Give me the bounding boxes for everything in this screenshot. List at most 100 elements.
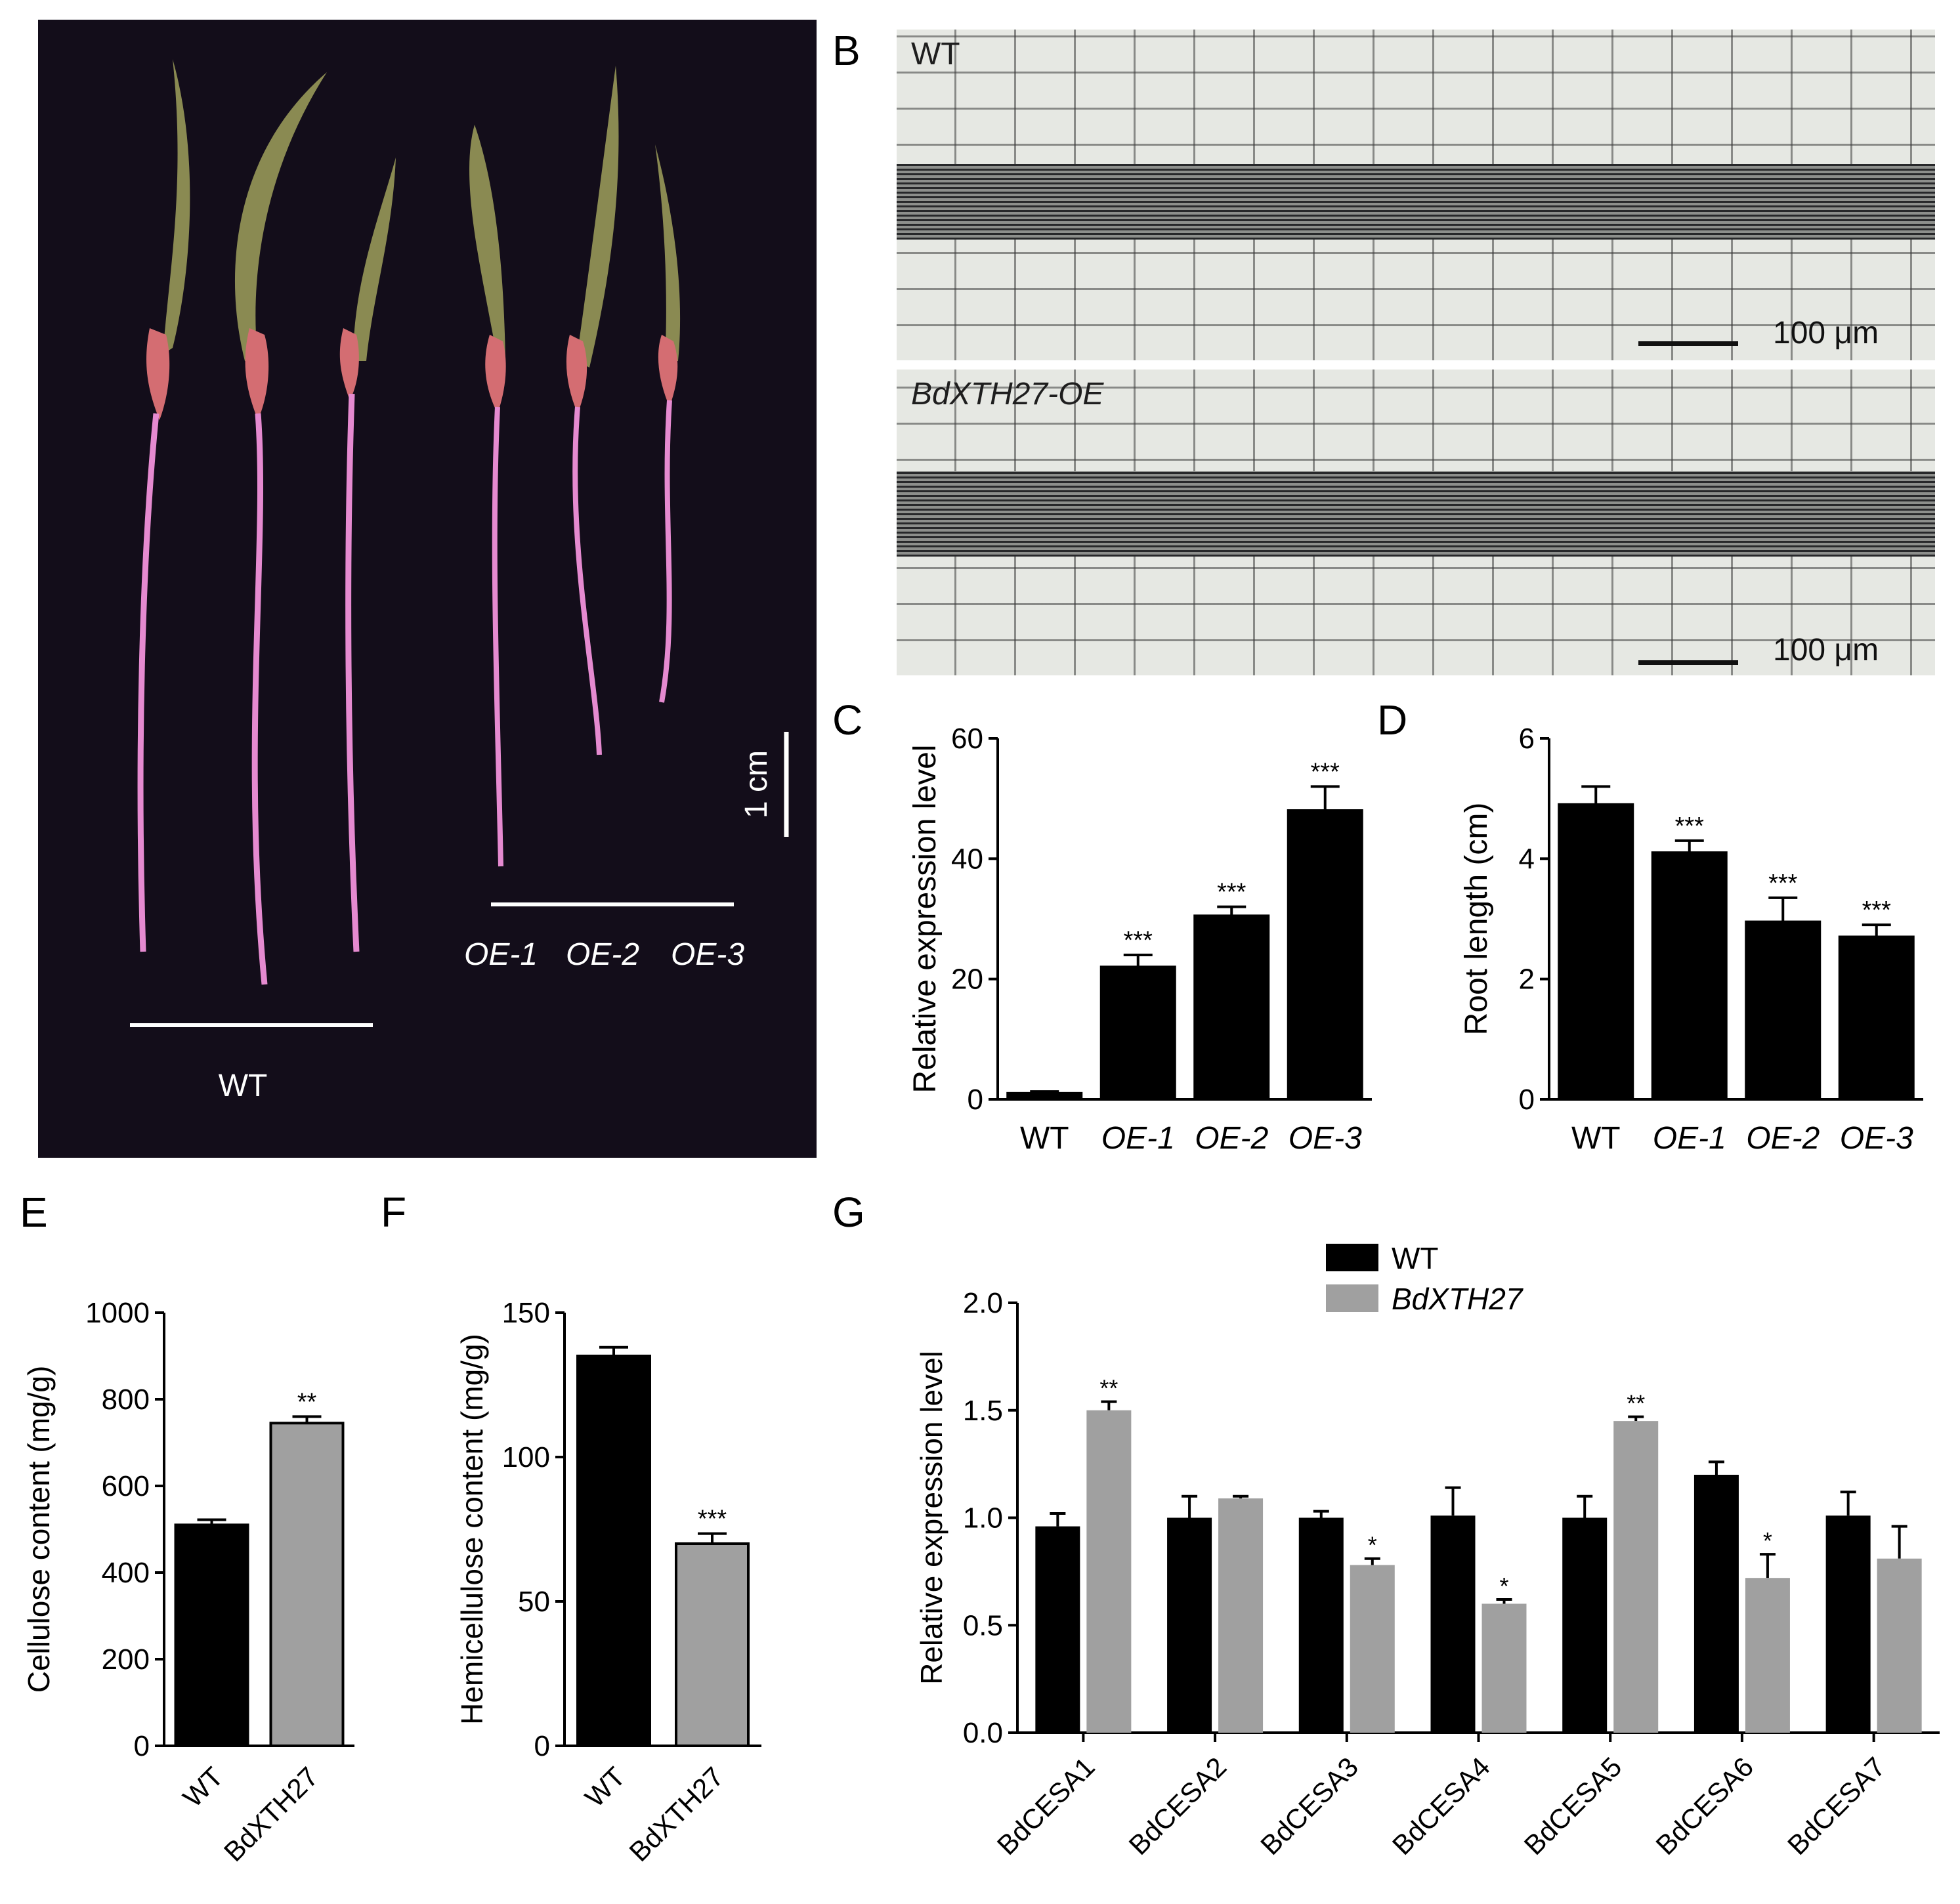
seedling-wt-1 <box>137 59 190 952</box>
x-tick-label: OE-3 <box>1840 1121 1913 1156</box>
y-tick-label: 2 <box>1519 963 1535 996</box>
chart-e-cellulose: 0 200 400 600 800 1000 Cellulose content (mg/g… <box>22 1297 354 1867</box>
oe2-label: OE-2 <box>566 937 639 972</box>
bar-oe-2 <box>1745 920 1822 1101</box>
y-tick-label: 1000 <box>85 1297 150 1329</box>
bar-bdxth27-bdcesa2 <box>1218 1498 1264 1733</box>
bar-wt <box>1558 803 1634 1101</box>
scale-label-100um: 100 μm <box>1773 316 1879 350</box>
y-tick-label: 50 <box>518 1586 550 1618</box>
bar-wt-bdcesa6 <box>1694 1475 1739 1733</box>
significance-marker: *** <box>1124 927 1153 954</box>
bar-oe-2 <box>1193 914 1270 1101</box>
bar-wt-bdcesa3 <box>1298 1517 1344 1733</box>
panel-label-f: F <box>381 1189 407 1236</box>
x-tick-label: WT <box>579 1761 631 1813</box>
y-tick-label: 60 <box>951 723 983 755</box>
x-tick-label: BdCESA5 <box>1518 1751 1628 1861</box>
bar-oe-1 <box>1651 851 1728 1101</box>
chart-f-hemicellulose: 0 50 100 150 Hemicellulose content (mg/g) WT *… <box>455 1297 761 1867</box>
y-tick-label: 600 <box>102 1470 150 1502</box>
significance-marker: ** <box>297 1388 317 1416</box>
y-tick-label: 0.5 <box>963 1609 1003 1641</box>
bar-bdxth27-bdcesa7 <box>1877 1558 1922 1733</box>
scale-bar-100um <box>1638 660 1738 665</box>
y-tick-label: 2.0 <box>963 1287 1003 1319</box>
bar-oe-1 <box>1099 965 1176 1101</box>
panel-label-b: B <box>832 27 861 74</box>
bar-bdxth27-bdcesa3 <box>1350 1565 1395 1733</box>
bar-bdxth27-bdcesa5 <box>1613 1421 1659 1733</box>
bar-wt-bdcesa2 <box>1167 1517 1212 1733</box>
micrograph-wt: WT 100 μm <box>897 30 1935 360</box>
y-axis-label: Cellulose content (mg/g) <box>22 1366 56 1693</box>
x-tick-label: BdCESA2 <box>1122 1751 1232 1861</box>
y-tick-label: 150 <box>502 1297 550 1329</box>
x-tick-label: BdXTH27 <box>218 1761 324 1867</box>
significance-marker: *** <box>698 1506 727 1533</box>
bar-bdxth27 <box>269 1422 345 1748</box>
seedling-wt-2 <box>234 72 327 985</box>
bar-bdxth27-bdcesa1 <box>1086 1410 1132 1733</box>
x-tick-label: BdXTH27 <box>623 1761 729 1867</box>
scale-label-100um: 100 μm <box>1773 633 1879 667</box>
x-tick-label: BdCESA1 <box>991 1751 1101 1861</box>
significance-marker: *** <box>1768 870 1798 897</box>
significance-marker: * <box>1499 1573 1508 1599</box>
significance-marker: * <box>1368 1532 1377 1559</box>
legend-label: BdXTH27 <box>1392 1282 1523 1316</box>
bar-oe-3 <box>1838 935 1915 1101</box>
bar-wt <box>174 1523 249 1747</box>
significance-marker: *** <box>1675 813 1705 840</box>
x-tick-label: BdCESA3 <box>1254 1751 1364 1861</box>
micrograph-wt-label: WT <box>911 37 960 72</box>
bar-bdxth27-bdcesa4 <box>1481 1603 1527 1733</box>
x-tick-label: WT <box>1020 1121 1069 1156</box>
y-axis-label: Relative expression level <box>908 745 943 1093</box>
significance-marker: ** <box>1627 1390 1645 1417</box>
legend-swatch-wt <box>1326 1244 1378 1271</box>
seedling-photo: 1 cm OE-1 OE-2 OE-3 WT <box>38 20 817 1158</box>
bar-wt-bdcesa5 <box>1562 1517 1608 1733</box>
wt-group-label: WT <box>219 1068 268 1103</box>
y-tick-label: 0 <box>534 1730 550 1762</box>
x-tick-label: OE-1 <box>1653 1121 1726 1156</box>
bar-bdxth27-bdcesa6 <box>1745 1578 1790 1733</box>
y-tick-label: 1.0 <box>963 1502 1003 1534</box>
y-tick-label: 1.5 <box>963 1395 1003 1427</box>
y-axis-label: Relative expression level <box>914 1351 948 1685</box>
x-tick-label: BdCESA7 <box>1781 1751 1891 1861</box>
y-tick-label: 6 <box>1519 723 1535 755</box>
bar-wt-bdcesa7 <box>1825 1515 1871 1733</box>
x-tick-label: BdCESA6 <box>1650 1751 1759 1861</box>
y-axis-label: Hemicellulose content (mg/g) <box>455 1334 489 1725</box>
micrograph-oe-label: BdXTH27-OE <box>911 377 1104 412</box>
seedling-oe-1 <box>469 125 506 867</box>
y-tick-label: 800 <box>102 1384 150 1416</box>
bar-wt-bdcesa1 <box>1035 1526 1080 1733</box>
panel-label-c: C <box>832 696 863 744</box>
x-tick-label: OE-2 <box>1195 1121 1268 1156</box>
significance-marker: ** <box>1099 1375 1118 1402</box>
x-tick-label: OE-3 <box>1289 1121 1362 1156</box>
oe3-label: OE-3 <box>671 937 744 972</box>
y-tick-label: 100 <box>502 1441 550 1473</box>
scale-bar-100um <box>1638 341 1738 346</box>
y-tick-label: 0.0 <box>963 1717 1003 1749</box>
legend-swatch-bdxth27 <box>1326 1284 1378 1312</box>
vascular-band <box>897 471 1935 557</box>
y-tick-label: 0 <box>1519 1084 1535 1116</box>
seedling-drawing: 1 cm OE-1 OE-2 OE-3 WT <box>130 59 789 1103</box>
bar-wt <box>1006 1091 1083 1101</box>
x-tick-label: WT <box>177 1761 228 1813</box>
panel-label-g: G <box>832 1189 865 1236</box>
y-tick-label: 20 <box>951 963 983 996</box>
panel-label-e: E <box>20 1189 48 1236</box>
legend-label: WT <box>1392 1241 1439 1275</box>
x-tick-label: OE-1 <box>1101 1121 1175 1156</box>
chart-d-root-length: 0 2 4 6 Root length (cm) WT *** OE-1 *** OE-2 *** O… <box>1459 723 1923 1156</box>
scale-label: 1 cm <box>739 750 774 818</box>
panel-label-d: D <box>1377 696 1408 744</box>
x-tick-label: WT <box>1571 1121 1621 1156</box>
